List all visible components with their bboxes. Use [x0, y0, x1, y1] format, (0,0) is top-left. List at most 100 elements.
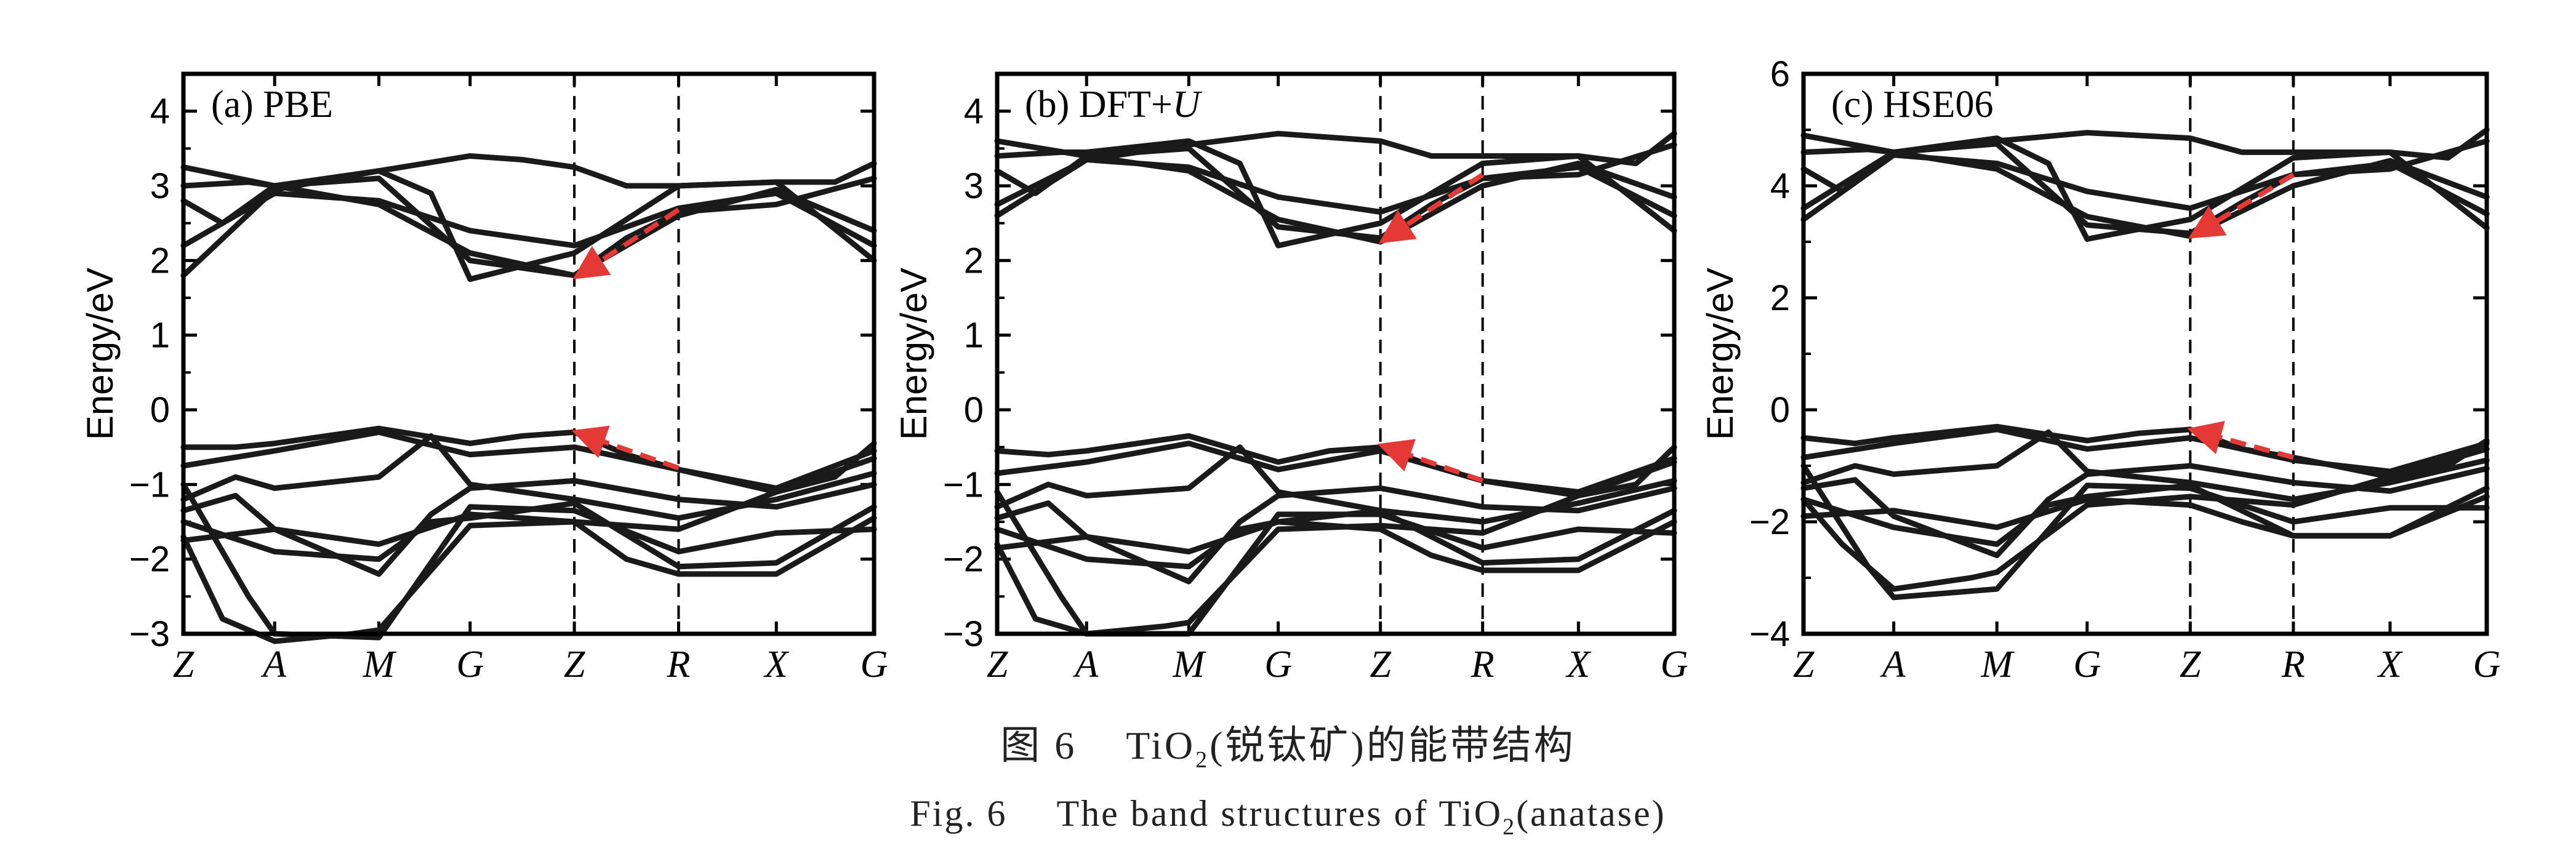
caption-en-text-post: (anatase): [1516, 793, 1666, 834]
y-tick-label: 6: [1770, 54, 1790, 94]
y-tick-label: 0: [1770, 390, 1790, 430]
k-point-label: M: [1172, 644, 1206, 685]
k-point-label: G: [1661, 644, 1688, 685]
gap-arrow: [2187, 421, 2294, 460]
panel-2: −3 −2 −1 0 1 2 3 4 Z A M G Z R X G (b) DFT+U Energy/eV: [893, 71, 1688, 685]
band-line: [994, 459, 1677, 637]
k-point-label: Z: [173, 644, 195, 685]
k-point-label: R: [667, 644, 691, 685]
band-line: [1800, 446, 2490, 592]
k-point-label: A: [1072, 644, 1099, 685]
k-point-label: G: [861, 644, 888, 685]
caption-en-text: The band structures of TiO: [1056, 793, 1503, 834]
k-point-label: G: [2473, 644, 2501, 685]
k-point-label: Z: [987, 644, 1008, 685]
y-axis-label: Energy/eV: [1699, 268, 1741, 440]
band-line: [994, 157, 1677, 218]
y-tick-label: −3: [943, 614, 984, 654]
band-line: [180, 500, 877, 570]
y-tick-label: −2: [129, 540, 170, 580]
k-point-label: X: [763, 644, 789, 685]
band-line: [1800, 493, 2490, 539]
k-point-label: Z: [2180, 644, 2201, 685]
band-line: [1800, 135, 2490, 242]
figure-caption-english: Fig. 6 The band structures of TiO2(anatas…: [0, 793, 2576, 841]
band-line: [180, 481, 877, 641]
gap-arrow: [1378, 172, 1484, 244]
band-line: [180, 190, 877, 249]
caption-en-subscript: 2: [1503, 814, 1517, 840]
y-tick-label: 0: [150, 390, 170, 430]
panel-title-italic: U: [1173, 84, 1203, 126]
band-line: [1800, 426, 2490, 474]
panel-1: −3 −2 −1 0 1 2 3 4 Z A M G Z R X G (a) PBE Energy/eV: [79, 71, 888, 685]
band-line: [180, 477, 877, 577]
panel-title: (b) DFT+U: [1025, 84, 1203, 126]
y-tick-label: 4: [1770, 166, 1790, 206]
k-point-label: Z: [564, 644, 585, 685]
gap-arrow: [572, 207, 680, 279]
panel-title: (c) HSE06: [1831, 84, 1993, 126]
y-tick-label: 2: [1770, 278, 1790, 318]
y-tick-label: 4: [150, 92, 170, 132]
band-line: [994, 485, 1677, 585]
k-point-label: R: [1471, 644, 1495, 685]
k-point-label: M: [1980, 644, 2015, 685]
band-line: [1800, 463, 2490, 559]
k-point-label: X: [1565, 644, 1591, 685]
k-point-label: G: [456, 644, 484, 685]
gap-arrow: [1377, 439, 1484, 484]
k-point-label: G: [2073, 644, 2101, 685]
band-line: [180, 168, 877, 282]
y-tick-label: 2: [150, 241, 170, 281]
band-line: [994, 153, 1677, 245]
panel-3: −4 −2 0 2 4 6 Z A M G Z R X G (c) HSE06 Energy/eV: [1699, 54, 2500, 685]
band-line: [180, 153, 877, 279]
band-line: [994, 519, 1677, 573]
plot-frame: [181, 71, 877, 636]
k-point-label: M: [363, 644, 397, 685]
band-line: [180, 429, 877, 491]
caption-cn-text: (锐钛矿)的能带结构: [1210, 724, 1576, 767]
y-tick-label: 3: [964, 166, 984, 206]
figure-caption-chinese: 图 6 TiO2(锐钛矿)的能带结构: [0, 714, 2576, 773]
band-line: [180, 183, 877, 279]
y-tick-label: −4: [1749, 614, 1790, 654]
y-tick-label: −1: [943, 465, 984, 505]
k-point-label: X: [2377, 644, 2403, 685]
y-tick-label: −1: [129, 465, 170, 505]
band-line: [180, 455, 877, 644]
k-point-label: G: [1264, 644, 1292, 685]
y-axis-label: Energy/eV: [79, 268, 121, 440]
k-point-label: A: [260, 644, 287, 685]
panel-title: (a) PBE: [211, 84, 333, 126]
band-line: [994, 489, 1677, 637]
caption-cn-formula: TiO: [1126, 724, 1196, 767]
band-line: [994, 433, 1677, 498]
y-tick-label: 1: [150, 316, 170, 356]
y-tick-label: −2: [1749, 502, 1790, 542]
caption-cn-subscript: 2: [1195, 747, 1210, 773]
band-line: [994, 441, 1677, 495]
y-tick-label: −2: [943, 540, 984, 580]
k-point-label: Z: [1370, 644, 1391, 685]
y-tick-label: 2: [964, 241, 984, 281]
y-tick-label: −3: [129, 614, 170, 654]
band-line: [994, 138, 1677, 249]
y-axis-label: Energy/eV: [893, 268, 934, 440]
y-tick-label: 1: [964, 316, 984, 356]
caption-en-figure-number: Fig. 6: [910, 793, 1008, 834]
k-point-label: A: [1880, 644, 1906, 685]
gap-arrow: [2188, 172, 2295, 239]
y-tick-label: 0: [964, 390, 984, 430]
k-point-label: Z: [1793, 644, 1815, 685]
gap-arrow: [571, 425, 680, 471]
k-point-label: R: [2281, 644, 2305, 685]
plot-frame: [995, 71, 1677, 636]
caption-cn-figure-number: 图 6: [1000, 724, 1077, 767]
y-tick-label: 3: [150, 166, 170, 206]
y-tick-label: 4: [964, 92, 984, 132]
band-line: [1800, 149, 2490, 239]
plot-frame: [1801, 71, 2489, 636]
